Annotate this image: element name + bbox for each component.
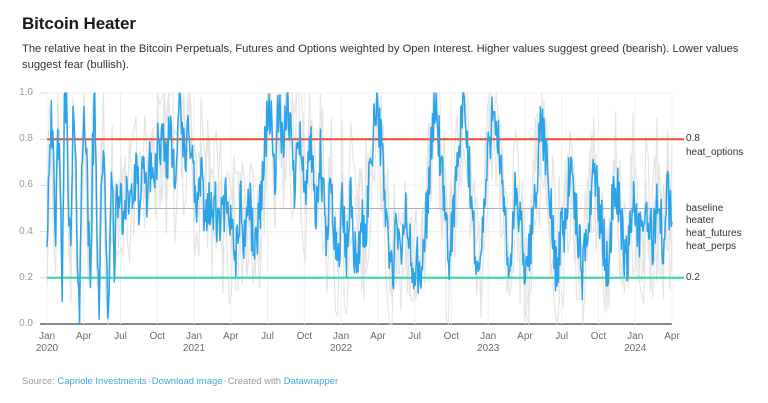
x-axis-tick-label: Oct [429,331,473,343]
x-axis-tick-month: Jan [185,331,203,342]
x-axis-tick-label: Jul [246,331,290,343]
x-axis-tick-label: Jan 2021 [172,331,216,355]
x-axis-tick-label: Jan 2020 [25,331,69,355]
x-axis-tick-month: Jan [627,331,644,342]
legend-label-heat-futures: heat_futures [686,227,742,239]
legend-label-0-8: 0.8 [686,133,700,145]
x-axis-tick-label: Apr [209,331,253,343]
x-axis-tick-year: 2021 [182,343,206,354]
y-axis-tick-label: 0.0 [19,318,33,329]
page-title: Bitcoin Heater [22,14,136,33]
series-line-heater [46,92,673,325]
download-image-link[interactable]: Download image [151,376,223,387]
x-axis-tick-label: Apr [356,331,400,343]
x-axis-tick-month: Oct [296,331,313,342]
x-axis-tick-label: Jan 2023 [466,331,510,355]
x-axis-tick-label: Apr [503,331,547,343]
chart-subtitle: The relative heat in the Bitcoin Perpetu… [22,43,739,71]
x-axis-tick-month: Apr [75,331,92,342]
x-axis-tick-month: Jul [114,331,127,342]
x-axis-tick-year: 2022 [329,343,353,354]
x-axis-tick-month: Oct [149,331,166,342]
x-axis-tick-label: Jul [393,331,437,343]
x-axis-tick-month: Apr [223,331,239,342]
y-axis-tick-label: 0.6 [19,179,33,191]
y-axis-tick-label: 1.0 [19,87,33,98]
series-line-heat_futures [46,92,673,325]
footer-separator-2: · [223,376,227,387]
x-axis-tick-label: Apr [62,331,106,343]
source-link[interactable]: Capriole Investments [57,376,147,387]
x-axis-tick-month: Apr [370,331,386,342]
legend-label-heat-perps: heat_perps [686,240,737,252]
x-axis-tick-label: Oct [576,331,620,343]
x-axis-tick-label: Oct [282,331,326,343]
y-axis-tick-label: 0.4 [19,225,33,237]
legend-label-heater: heater [686,215,715,227]
x-axis-tick-year: 2024 [624,343,647,354]
x-axis-tick-month: Jul [555,331,569,342]
x-axis-tick-month: Jan [333,331,350,342]
source-prefix: Source: [22,376,55,387]
x-axis-tick-label: Oct [135,331,179,343]
series-line-heat_perps [46,92,673,323]
datawrapper-link[interactable]: Datawrapper [283,376,339,387]
legend-label-baseline: baseline [686,202,724,214]
x-axis-tick-label: Apr [650,331,694,343]
x-axis-tick-month: Jan [480,331,497,342]
x-axis-tick-month: Oct [590,331,607,342]
y-axis-tick-label: 0.2 [19,271,33,283]
x-axis-tick-label: Jul [540,331,584,343]
created-with-prefix: Created with [227,376,282,387]
x-axis-tick-label: Jul [99,331,143,343]
x-axis-tick-month: Apr [664,331,680,342]
x-axis-tick-year: 2020 [35,343,59,354]
x-axis-tick-label: Jan 2022 [319,331,363,355]
x-axis-tick-month: Apr [517,331,533,342]
legend-label-0-2: 0.2 [686,271,700,283]
x-axis-tick-year: 2023 [477,343,500,354]
y-axis-tick-label: 0.8 [19,133,33,145]
x-axis-tick-label: Jan 2024 [613,331,657,355]
footer-separator-1: · [147,376,151,387]
legend-label-heat-options: heat_options [686,147,744,159]
x-axis-tick-month: Jul [261,331,274,342]
x-axis-tick-month: Jan [38,331,56,342]
x-axis-tick-month: Jul [408,331,422,342]
series-line-heat_options [46,92,673,325]
footer-credits: Source: Capriole Investments·Download im… [22,376,338,388]
x-axis-tick-month: Oct [443,331,460,342]
